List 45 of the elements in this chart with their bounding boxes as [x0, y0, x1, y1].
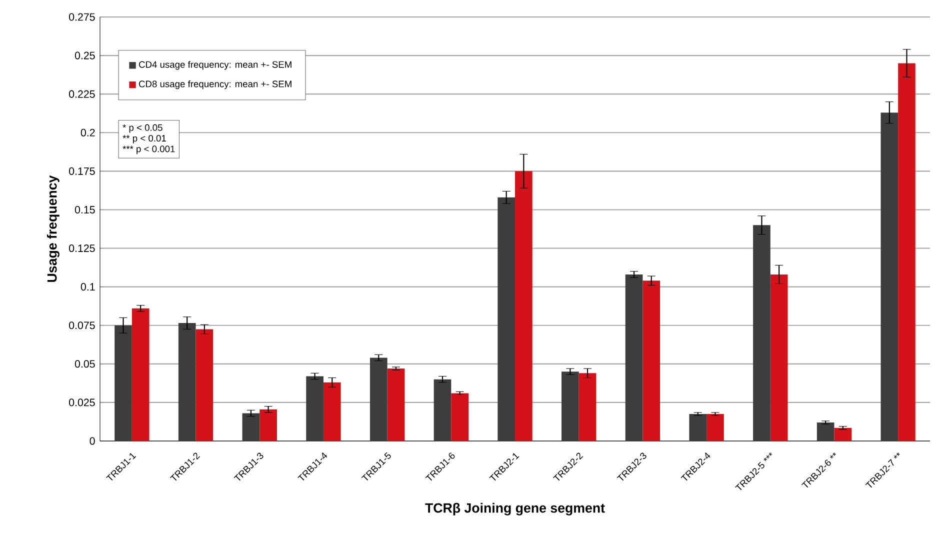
- y-tick-label: 0.25: [74, 52, 95, 60]
- legend-label: CD8 usage frequency: mean +- SEM: [139, 80, 292, 90]
- y-tick-label: 0.15: [74, 206, 95, 214]
- y-tick-label: 0.05: [74, 360, 95, 368]
- y-tick-label: 0.075: [69, 322, 95, 330]
- y-tick-label: 0.125: [69, 244, 95, 252]
- legend-label: CD4 usage frequency: mean +- SEM: [139, 60, 292, 70]
- bar: [578, 373, 596, 441]
- bar: [816, 422, 834, 441]
- bar: [562, 372, 579, 441]
- x-axis-title: TCRβ Joining gene segment: [425, 502, 605, 516]
- bar: [306, 376, 324, 441]
- bar: [498, 197, 516, 441]
- bar: [370, 358, 388, 441]
- bar: [323, 382, 341, 441]
- bar: [260, 409, 277, 441]
- bar: [178, 323, 196, 441]
- bar: [898, 63, 916, 441]
- bar: [689, 414, 707, 441]
- bar: [434, 379, 452, 441]
- y-tick-label: 0.225: [69, 90, 95, 98]
- y-tick-label: 0.1: [80, 283, 95, 291]
- bar: [451, 393, 468, 441]
- y-tick-label: 0.175: [69, 167, 95, 175]
- bar: [706, 414, 724, 441]
- bar: [196, 329, 214, 441]
- y-tick-label: 0.025: [69, 398, 95, 406]
- annotation: * p < 0.05: [122, 124, 162, 133]
- annotation: ** p < 0.01: [122, 134, 166, 144]
- bar: [753, 225, 770, 441]
- y-axis-title: Usage frequency: [46, 175, 60, 282]
- y-tick-label: 0.2: [80, 128, 95, 136]
- bar: [387, 368, 405, 441]
- bar: [114, 325, 132, 441]
- annotation: *** p < 0.001: [122, 146, 175, 154]
- bar: [132, 308, 150, 441]
- bar: [834, 428, 852, 441]
- bar: [625, 274, 643, 441]
- bar: [242, 413, 260, 441]
- y-tick-label: 0: [90, 437, 95, 445]
- bar: [642, 280, 660, 441]
- bar: [770, 274, 788, 441]
- y-tick-label: 0.275: [69, 13, 95, 21]
- bar: [515, 171, 532, 441]
- bar: [880, 112, 898, 441]
